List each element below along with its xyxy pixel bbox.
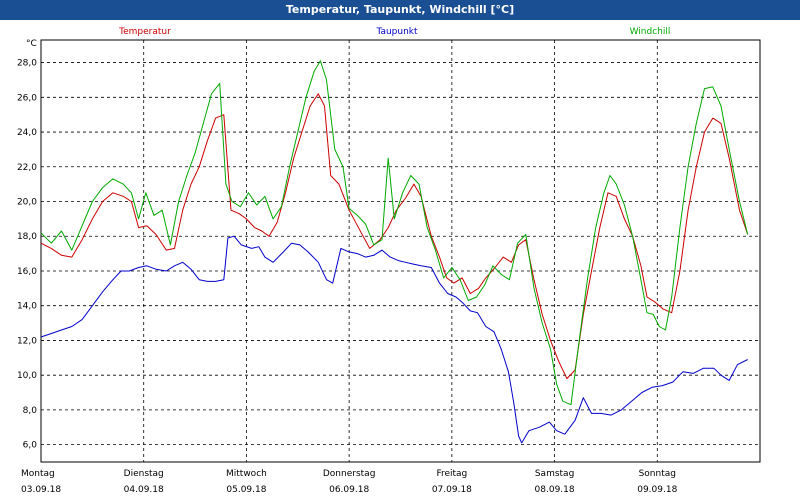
y-tick-label: 10,0 [17,371,37,381]
plot-area [40,39,761,463]
y-tick-label: 14,0 [17,302,37,312]
legend-temperatur: Temperatur [118,27,171,37]
day-name-label: Samstag [535,469,574,479]
series-line-windchill [40,60,749,406]
day-date-label: 09.09.18 [637,485,677,495]
day-date-label: 03.09.18 [21,485,61,495]
day-name-label: Montag [21,469,55,479]
day-date-label: 05.09.18 [226,485,266,495]
y-tick-label: 12,0 [17,336,37,346]
y-tick-label: 8,0 [23,406,38,416]
day-date-label: 04.09.18 [124,485,164,495]
y-tick-label: 24,0 [17,128,37,138]
y-tick-label: 16,0 [17,267,37,277]
y-tick-label: 26,0 [17,93,37,103]
day-date-label: 08.09.18 [535,485,575,495]
day-name-label: Donnerstag [323,469,376,479]
day-name-label: Dienstag [124,469,164,479]
line-chart: 28,0 26,0 24,0 22,0 20,0 18,0 16,0 14,0 12,0 10,0… [17,27,761,495]
y-tick-label: 18,0 [17,232,37,242]
y-axis-unit: °C [26,39,37,49]
legend-taupunkt: Taupunkt [375,27,418,37]
y-tick-label: 6,0 [23,441,38,451]
legend-windchill: Windchill [630,27,671,37]
day-name-label: Sonntag [639,469,676,479]
y-tick-label: 22,0 [17,163,37,173]
chart-title: Temperatur, Taupunkt, Windchill [°C] [0,0,800,20]
day-date-label: 07.09.18 [432,485,472,495]
series-line-taupunkt [40,235,748,444]
day-date-label: 06.09.18 [329,485,369,495]
y-tick-label: 20,0 [17,198,37,208]
day-name-label: Freitag [436,469,467,479]
y-tick-label: 28,0 [17,59,37,69]
day-name-label: Mittwoch [226,469,267,479]
